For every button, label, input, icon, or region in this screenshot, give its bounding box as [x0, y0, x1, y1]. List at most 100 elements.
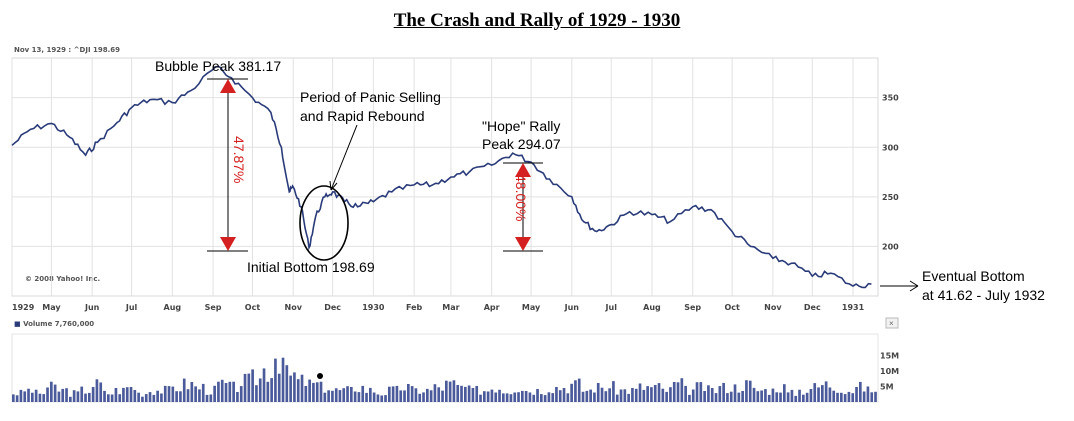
volume-bar [319, 381, 323, 402]
x-tick-label: 1929 [12, 303, 35, 312]
x-tick-label: Jun [84, 303, 100, 312]
volume-bar [562, 388, 566, 402]
copyright-text: © 2008 Yahoo! Inc. [25, 275, 100, 283]
volume-bar [509, 394, 513, 402]
volume-bar [790, 389, 794, 402]
volume-tick-label: 15M [880, 352, 899, 361]
volume-bar [163, 385, 167, 402]
y-axis-ticks: 350 300 250 200 [882, 94, 899, 252]
panic-pointer [330, 124, 358, 191]
volume-bar [566, 393, 570, 402]
volume-bar [570, 383, 573, 402]
volume-bar [513, 392, 517, 402]
volume-bar [528, 392, 532, 402]
volume-bar [688, 394, 691, 402]
x-tick-label: Dec [804, 303, 821, 312]
volume-bar [395, 385, 399, 402]
volume-bar [467, 385, 471, 402]
volume-bar [802, 394, 805, 402]
volume-bar [50, 381, 53, 402]
volume-bar [600, 387, 604, 402]
x-tick-label: Oct [245, 303, 261, 312]
volume-bar [710, 388, 714, 402]
volume-bar [217, 381, 220, 402]
volume-bar [555, 387, 558, 402]
volume-bar [817, 387, 820, 402]
volume-bar [148, 392, 152, 402]
volume-bar [650, 387, 653, 402]
volume-bar [558, 390, 562, 402]
volume-bar [315, 382, 319, 402]
volume-bar [543, 395, 547, 402]
volume-bar [581, 391, 585, 402]
volume-bar [483, 391, 486, 402]
volume-bar [847, 391, 851, 402]
volume-bar [752, 387, 756, 402]
volume-ticks: 15M 10M 5M [880, 352, 899, 392]
volume-bar [110, 394, 114, 402]
volume-bar [175, 391, 178, 402]
close-icon-glyph: × [889, 319, 894, 328]
x-tick-label: May [42, 303, 61, 312]
volume-bar [72, 390, 76, 402]
volume-bar [76, 391, 80, 402]
volume-bar [171, 386, 175, 402]
volume-bar [61, 388, 65, 402]
header-date: Nov 13, 1929 : [14, 46, 74, 54]
volume-bar [627, 393, 630, 402]
volume-bar [346, 386, 349, 402]
volume-bar [737, 392, 741, 402]
eventual-arrow-head [909, 280, 919, 292]
drop2-percent: 48.00% [513, 174, 529, 221]
volume-bar [794, 395, 798, 402]
volume-bar [585, 390, 589, 402]
x-tick-label: Feb [406, 303, 423, 312]
panic-label-1: Period of Panic Selling [300, 89, 441, 105]
volume-bar [194, 386, 197, 402]
volume-bar [141, 396, 144, 402]
close-icon[interactable] [885, 317, 899, 329]
volume-bar [167, 386, 171, 402]
volume-bar [224, 383, 228, 402]
volume-bar [726, 393, 729, 402]
eventual-label-1: Eventual Bottom [922, 268, 1025, 284]
volume-bar [403, 390, 406, 402]
volume-bar [870, 392, 874, 402]
volume-bar [300, 374, 304, 402]
volume-tick-label: 10M [880, 367, 899, 376]
volume-bar [156, 390, 159, 402]
volume-bar [31, 392, 34, 402]
volume-bar [798, 389, 801, 402]
volume-bar [722, 382, 725, 402]
volume-bar [388, 386, 391, 402]
volume-bar [23, 391, 27, 402]
volume-bar [99, 382, 103, 402]
volume-bar [448, 381, 452, 402]
x-tick-label: Nov [764, 303, 782, 312]
volume-bar [236, 392, 239, 402]
volume-bar [331, 390, 334, 402]
grid-lines [11, 58, 878, 296]
x-tick-label: Jun [564, 303, 580, 312]
x-tick-label: Sep [684, 303, 701, 312]
volume-bar [80, 386, 84, 402]
volume-bar [874, 391, 877, 402]
peak-label: Bubble Peak 381.17 [155, 58, 281, 74]
volume-bar [494, 392, 498, 402]
volume-bar [399, 390, 403, 402]
volume-bar [137, 392, 140, 402]
volume-bar [775, 392, 779, 402]
volume-bar [551, 393, 555, 402]
volume-marker [317, 373, 323, 379]
chart-title: The Crash and Rally of 1929 - 1930 [393, 10, 681, 31]
volume-bar [365, 392, 368, 402]
volume-bar [653, 385, 657, 402]
volume-bar [779, 392, 782, 402]
volume-bar [619, 389, 623, 402]
volume-bar [475, 386, 479, 402]
volume-bar [657, 383, 661, 402]
volume-bar [809, 389, 813, 402]
volume-bar [456, 385, 460, 402]
volume-bar [524, 391, 528, 402]
volume-bar [840, 392, 843, 402]
